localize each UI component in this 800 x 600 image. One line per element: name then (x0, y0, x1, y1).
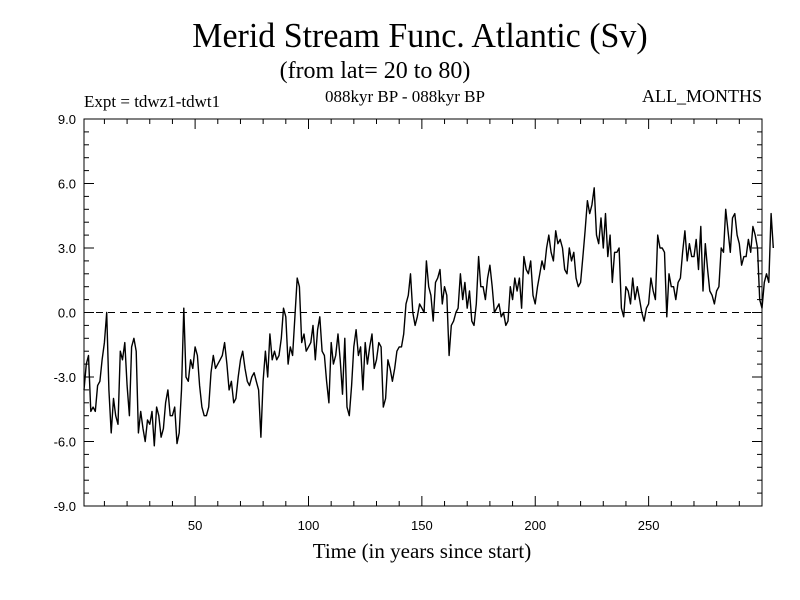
chart-subtitle: (from lat= 20 to 80) (279, 58, 471, 84)
x-tick-label: 100 (298, 518, 320, 533)
y-tick-label: 9.0 (58, 112, 76, 127)
months-label: ALL_MONTHS (642, 86, 762, 106)
x-tick-label: 250 (638, 518, 660, 533)
y-tick-label: 3.0 (58, 241, 76, 256)
y-tick-label: -6.0 (54, 435, 76, 450)
y-tick-label: 0.0 (58, 306, 76, 321)
y-tick-label: 6.0 (58, 177, 76, 192)
chart-title: Merid Stream Func. Atlantic (Sv) (192, 16, 648, 55)
series-layer (83, 187, 774, 447)
x-tick-label: 200 (524, 518, 546, 533)
axes: -9.0 -6.0 -3.0 0.0 3.0 6.0 9.0 50 100 150 200 250 (54, 112, 763, 533)
x-tick-label: 150 (411, 518, 433, 533)
experiment-label: Expt = tdwz1-tdwt1 (84, 92, 221, 111)
y-tick-label: -9.0 (54, 499, 76, 514)
series-line-1 (83, 187, 774, 447)
x-tick-label: 50 (188, 518, 202, 533)
x-axis-label: Time (in years since start) (313, 539, 532, 563)
period-label: 088kyr BP - 088kyr BP (325, 87, 485, 106)
y-tick-label: -3.0 (54, 370, 76, 385)
